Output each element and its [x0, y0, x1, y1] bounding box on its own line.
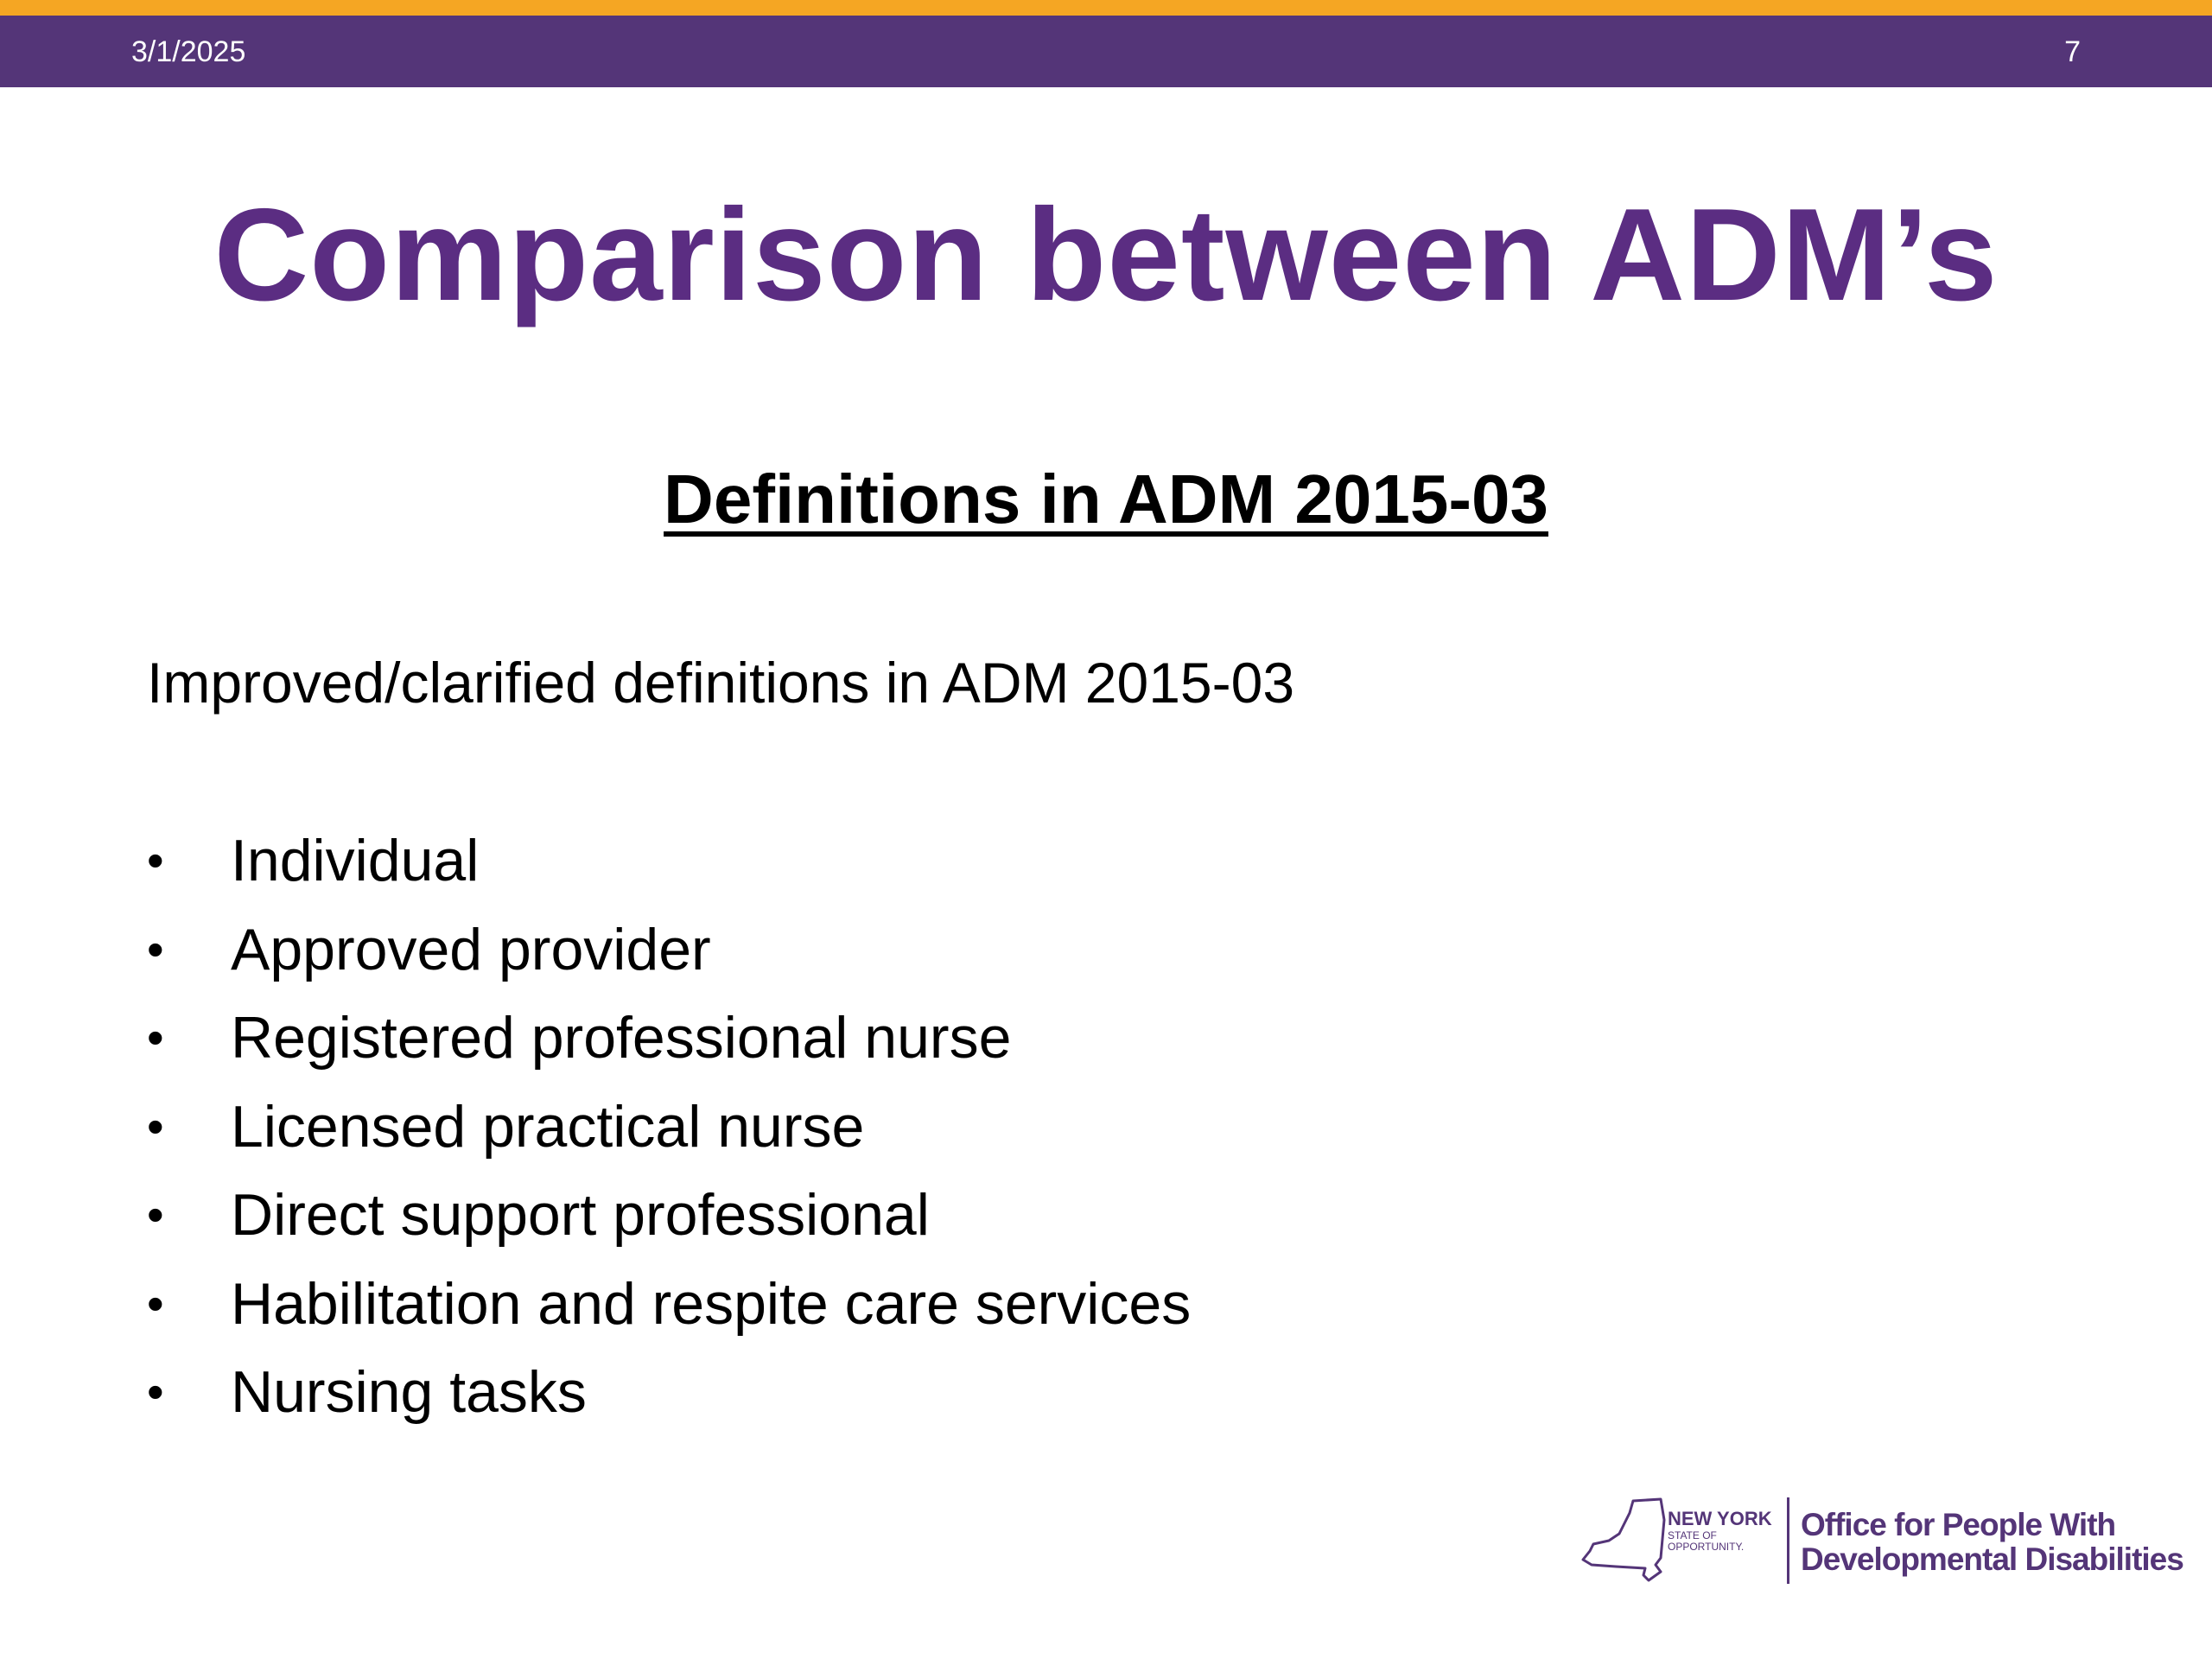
opwdd-logo: NEW YORK STATE OF OPPORTUNITY. Office fo…: [1581, 1491, 2184, 1586]
new-york-state-outline-icon: [1581, 1497, 1666, 1582]
logo-state-sub-2: OPPORTUNITY.: [1668, 1541, 1745, 1553]
page-number: 7: [2064, 35, 2081, 68]
bullet-dot-icon: •: [147, 1364, 164, 1419]
bullet-dot-icon: •: [147, 1098, 164, 1154]
logo-state-sub-1: STATE OF: [1668, 1529, 1717, 1541]
slide-title: Comparison between ADM’s: [213, 181, 1999, 328]
bullet-dot-icon: •: [147, 833, 164, 887]
bullet-dot-icon: •: [147, 1010, 164, 1065]
list-item-text: Nursing tasks: [231, 1359, 587, 1425]
list-item-text: Registered professional nurse: [231, 1005, 1012, 1071]
logo-divider: [1787, 1497, 1789, 1584]
logo-state-name: NEW YORK: [1668, 1508, 1772, 1529]
logo-agency-line-2: Developmental Disabilities: [1801, 1541, 2184, 1577]
list-item-text: Licensed practical nurse: [231, 1093, 865, 1160]
intro-text: Improved/clarified definitions in ADM 20…: [147, 651, 1295, 715]
bullet-dot-icon: •: [147, 921, 164, 976]
logo-agency-name: Office for People With Developmental Dis…: [1801, 1507, 2184, 1577]
accent-stripe: [0, 0, 2212, 16]
header-band: [0, 16, 2212, 87]
header-date: 3/1/2025: [131, 35, 246, 68]
bullet-dot-icon: •: [147, 1187, 164, 1242]
logo-agency-line-1: Office for People With: [1801, 1507, 2116, 1542]
section-heading: Definitions in ADM 2015-03: [664, 461, 1548, 537]
list-item-text: Habilitation and respite care services: [231, 1270, 1192, 1337]
list-item-text: Approved provider: [231, 916, 711, 982]
list-item-text: Direct support professional: [231, 1182, 930, 1248]
list-item-text: Individual: [231, 828, 480, 893]
logo-state-subtitle: STATE OF OPPORTUNITY.: [1668, 1530, 1771, 1553]
bullet-dot-icon: •: [147, 1275, 164, 1331]
